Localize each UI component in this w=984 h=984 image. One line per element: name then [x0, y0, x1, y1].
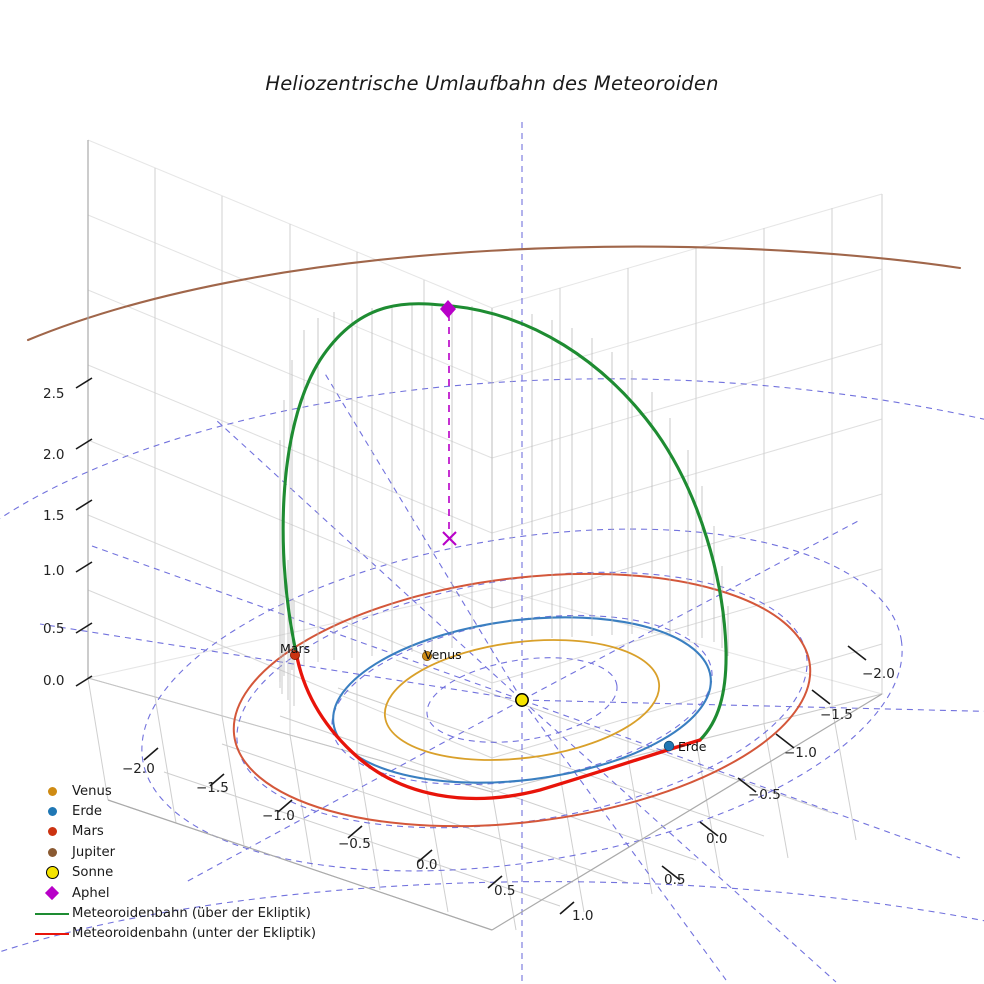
axis-ticks	[75, 377, 867, 915]
aphel-marker	[440, 300, 456, 318]
axis-tick-label-z: 0.5	[43, 621, 65, 637]
axis-tick-label-x: −2.0	[122, 761, 155, 777]
legend-item-meteoroidenbahn[interactable]: Meteoroidenbahn (über der Ekliptik)	[32, 903, 332, 923]
venus-marker	[421, 651, 432, 662]
legend-dot-icon	[32, 786, 72, 796]
axis-tick-label-z: 1.5	[43, 508, 65, 524]
legend-item-erde[interactable]: Erde	[32, 801, 332, 821]
legend-item-jupiter[interactable]: Jupiter	[32, 842, 332, 862]
chart-legend: Venus Erde Mars Jupiter Sonne Aphel Meteoroide…	[32, 781, 332, 944]
legend-diamond-icon	[32, 886, 72, 901]
legend-item-label: Jupiter	[72, 844, 115, 860]
mars-marker	[289, 650, 300, 661]
planet-dot-icon	[47, 847, 57, 857]
axis-spines	[87, 140, 883, 931]
axis-tick-label-y: −2.0	[862, 666, 895, 682]
pane-gridlines	[87, 139, 883, 793]
meteoroid-orbit-below-ecliptic	[294, 650, 702, 801]
axis-tick-label-x: −0.5	[338, 836, 371, 852]
axis-tick-label-z: 2.0	[43, 447, 65, 463]
legend-line-icon	[32, 912, 72, 915]
legend-item-label: Mars	[72, 824, 104, 840]
legend-item-mars[interactable]: Mars	[32, 822, 332, 842]
legend-item-meteoroidenbahn[interactable]: Meteoroidenbahn (unter der Ekliptik)	[32, 924, 332, 944]
axis-tick-label-x: 1.0	[572, 908, 594, 924]
axis-tick-label-y: 0.5	[664, 872, 686, 888]
orbit-jupiter	[26, 245, 962, 342]
legend-dot-icon	[32, 827, 72, 837]
axis-tick-label-y: 0.0	[706, 831, 728, 847]
orbit-venus	[383, 639, 661, 761]
legend-dot-icon	[32, 807, 72, 817]
floor-outline	[87, 587, 885, 793]
planet-dot-icon	[47, 786, 57, 796]
legend-item-label: Sonne	[72, 865, 114, 881]
chart-title: Heliozentrische Umlaufbahn des Meteoroid…	[265, 72, 719, 95]
body-label-venus: Venus	[424, 647, 462, 662]
orbit-line-icon	[35, 932, 69, 935]
meteoroid-orbit-above-ecliptic	[281, 302, 728, 742]
axis-tick-label-y: −0.5	[748, 787, 781, 803]
legend-item-venus[interactable]: Venus	[32, 781, 332, 801]
erde-marker	[663, 740, 675, 752]
aphel-diamond-icon	[44, 886, 60, 901]
legend-sun-icon	[32, 866, 72, 880]
legend-item-label: Erde	[72, 804, 103, 820]
axis-tick-label-z: 1.0	[43, 563, 65, 579]
axis-tick-label-x: 0.5	[494, 883, 516, 899]
sonne-marker	[515, 693, 529, 707]
sun-icon	[45, 866, 59, 880]
aphel-ground-cross-icon	[442, 531, 457, 546]
axis-tick-label-x: −1.0	[262, 808, 295, 824]
axis-tick-label-y: −1.0	[784, 745, 817, 761]
legend-dot-icon	[32, 847, 72, 857]
legend-item-label: Aphel	[72, 885, 110, 901]
legend-item-label: Meteoroidenbahn (über der Ekliptik)	[72, 906, 311, 922]
planet-dot-icon	[47, 827, 57, 837]
axis-tick-label-x: −1.5	[196, 780, 229, 796]
planet-dot-icon	[47, 807, 57, 817]
body-label-erde: Erde	[678, 739, 707, 754]
axis-tick-label-x: 0.0	[416, 857, 438, 873]
body-label-mars: Mars	[280, 641, 311, 656]
legend-item-sonne[interactable]: Sonne	[32, 863, 332, 883]
legend-line-icon	[32, 932, 72, 935]
orbit-line-icon	[35, 912, 69, 915]
legend-item-label: Venus	[72, 783, 112, 799]
polar-grid	[0, 118, 984, 983]
axis-tick-label-y: −1.5	[820, 707, 853, 723]
legend-item-aphel[interactable]: Aphel	[32, 883, 332, 903]
axis-tick-label-z: 0.0	[43, 673, 65, 689]
orbit-stems	[279, 305, 729, 706]
axis-tick-label-z: 2.5	[43, 386, 65, 402]
legend-item-label: Meteoroidenbahn (unter der Ekliptik)	[72, 926, 317, 942]
orbit-mars	[232, 572, 812, 828]
